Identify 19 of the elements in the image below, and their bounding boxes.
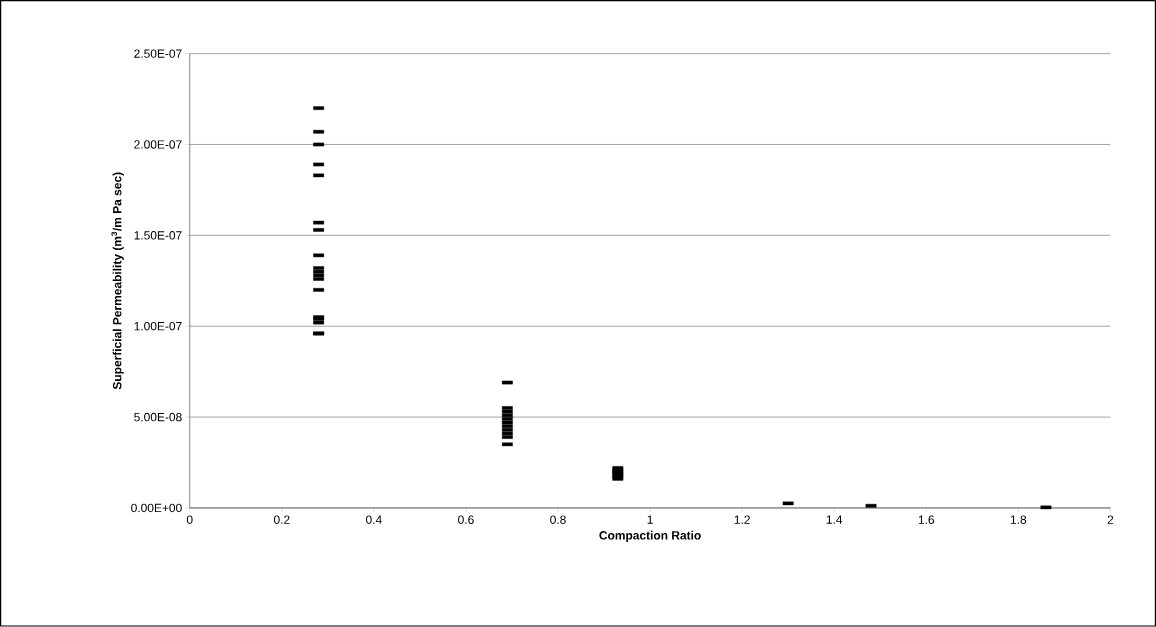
x-tick-label: 0.8 [550, 515, 566, 525]
y-tick-label: 2.00E-07 [134, 140, 182, 149]
x-tick-label: 1.2 [734, 515, 750, 525]
x-tick-label: 1.4 [826, 515, 843, 524]
y-tick-label: 1.50E-07 [134, 231, 182, 240]
x-tick-label: 2 [1107, 515, 1114, 525]
x-tick-label: 0.2 [273, 515, 290, 525]
x-tick-label: 0.6 [458, 515, 474, 525]
y-tick-label: 2.50E-07 [134, 49, 182, 59]
x-tick-label: 1.8 [1010, 515, 1027, 525]
x-tick-label: 1.6 [918, 515, 935, 525]
y-tick-label: 1.00E-07 [134, 322, 182, 331]
x-tick-label: 0.4 [366, 515, 382, 525]
y-tick-label: 0.00E+00 [131, 503, 182, 513]
x-tick-label: 1 [647, 515, 653, 524]
y-tick-label: 5.00E-08 [134, 413, 182, 422]
x-tick-label: 0 [186, 515, 193, 525]
y-axis-title: Superficial Permeability (m$^{3}$/m Pa sec) [111, 172, 124, 390]
x-axis-title: Compaction Ratio [599, 530, 701, 543]
